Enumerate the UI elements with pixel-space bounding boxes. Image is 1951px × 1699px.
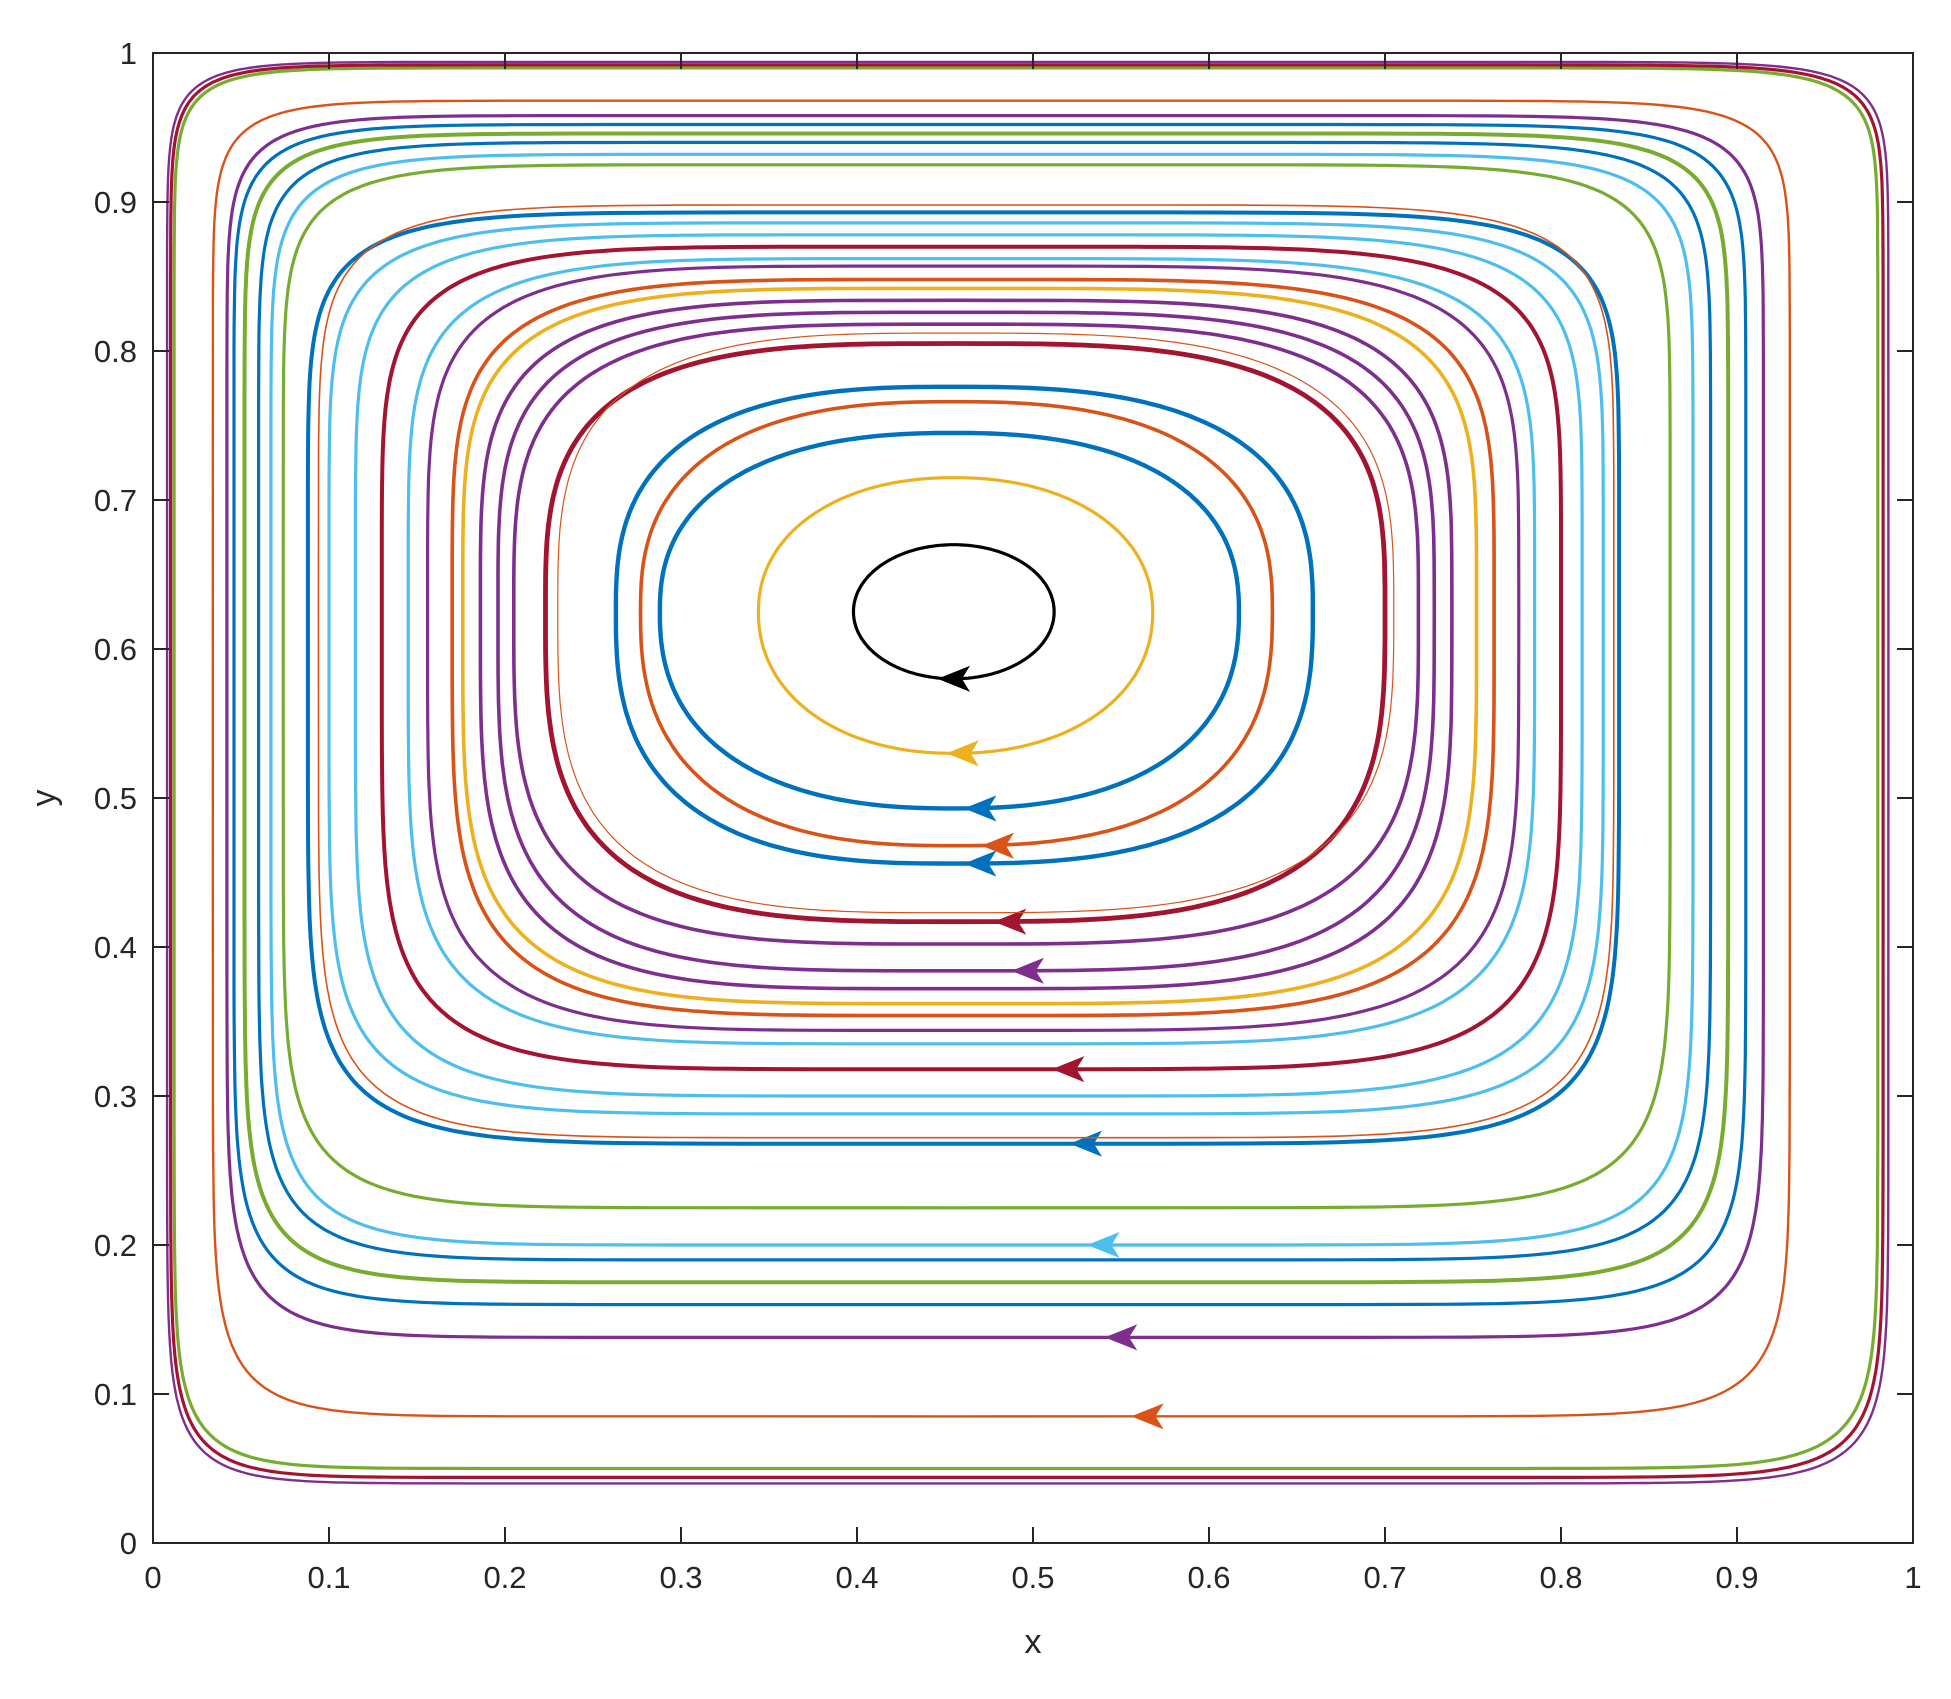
streamline [406, 257, 1537, 1046]
y-tick-label: 0.6 [94, 632, 137, 667]
streamline-arrow [1011, 957, 1044, 984]
streamline [225, 114, 1765, 1339]
streamline-arrow [1087, 1231, 1120, 1259]
streamline-arrow [1131, 1403, 1164, 1430]
x-tick-label: 0.6 [1187, 1560, 1230, 1595]
y-tick-label: 0.7 [94, 483, 137, 518]
streamline [613, 384, 1315, 866]
streamline [756, 476, 1155, 755]
streamline [638, 399, 1275, 848]
y-tick-label: 0 [120, 1526, 137, 1561]
streamline [557, 332, 1395, 914]
streamline [317, 204, 1615, 1139]
streamline-arrow [1104, 1324, 1138, 1351]
streamline [478, 298, 1454, 991]
streamline-arrow [946, 740, 979, 767]
streamlines-group [165, 60, 1890, 1485]
streamline [169, 63, 1885, 1479]
streamline [327, 221, 1605, 1116]
streamline [165, 60, 1890, 1485]
streamline [232, 122, 1748, 1307]
y-tick-label: 0.8 [94, 334, 137, 369]
streamline-arrow [937, 665, 971, 692]
streamline [426, 264, 1521, 1032]
x-tick-label: 0.4 [835, 1560, 878, 1595]
streamline [543, 341, 1388, 925]
streamline [257, 140, 1713, 1262]
streamline [242, 131, 1731, 1285]
x-tick-label: 1 [1904, 1560, 1921, 1595]
x-tick-label: 0.3 [659, 1560, 702, 1595]
streamline [851, 543, 1056, 681]
streamline-arrow [993, 908, 1027, 935]
streamline-arrow [981, 832, 1015, 859]
streamline [511, 322, 1421, 946]
y-tick-label: 0.4 [94, 930, 137, 965]
y-tick-label: 1 [120, 36, 137, 71]
x-tick-label: 0.8 [1539, 1560, 1582, 1595]
x-tick-label: 0.7 [1363, 1560, 1406, 1595]
y-tick-label: 0.9 [94, 185, 137, 220]
axis-ticks [152, 52, 1914, 1544]
streamline [172, 66, 1880, 1471]
streamline-arrow [963, 795, 997, 822]
x-tick-label: 0.2 [483, 1560, 526, 1595]
y-tick-label: 0.5 [94, 781, 137, 816]
y-tick-label: 0.2 [94, 1228, 137, 1263]
streamline [496, 310, 1437, 973]
streamline [461, 286, 1479, 1006]
x-tick-label: 0.5 [1011, 1560, 1054, 1595]
streamline [305, 210, 1622, 1146]
streamline-arrow [1051, 1056, 1085, 1083]
y-axis-label: y [25, 790, 63, 807]
y-tick-label: 0.1 [94, 1377, 137, 1412]
x-axis-label: x [1025, 1623, 1042, 1661]
streamline [269, 152, 1695, 1247]
x-tick-label: 0 [144, 1560, 161, 1595]
x-tick-label: 0.1 [307, 1560, 350, 1595]
y-tick-label: 0.3 [94, 1079, 137, 1114]
streamline [281, 163, 1672, 1210]
streamline [353, 233, 1584, 1098]
streamline [211, 99, 1791, 1418]
x-tick-label: 0.9 [1715, 1560, 1758, 1595]
streamline-arrow [963, 850, 997, 877]
streamline [379, 244, 1563, 1072]
streamline [657, 430, 1242, 811]
tick-labels: 0 0.1 0.2 0.3 0.4 0.5 0.6 0.7 0.8 0.9 1 0 0.1 0.2 0.3 0… [94, 36, 1922, 1595]
streamline [450, 277, 1496, 1018]
